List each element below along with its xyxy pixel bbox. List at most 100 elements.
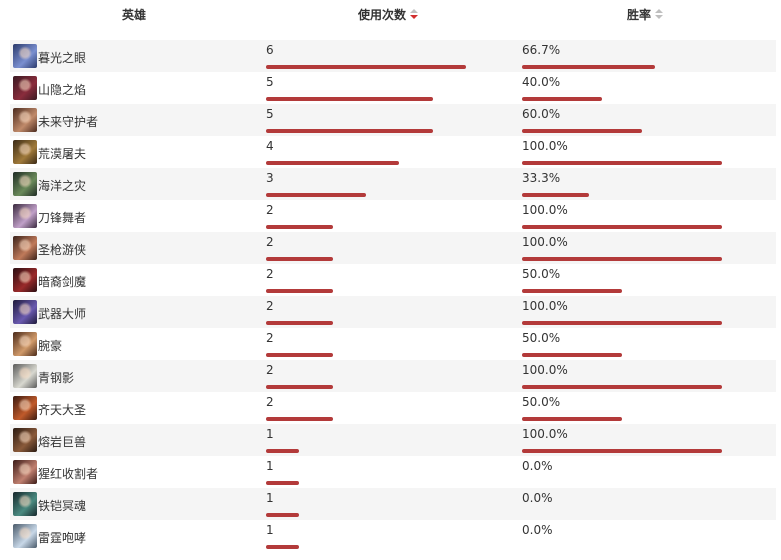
hero-avatar [13,236,37,260]
winrate-bar [522,97,602,101]
winrate-bar-track [522,481,722,485]
winrate-value: 50.0% [522,267,561,281]
uses-bar-track [266,513,466,517]
table-row: 暗裔剑魔 2 50.0% [10,264,776,296]
uses-value: 5 [266,107,274,121]
uses-bar [266,513,299,517]
uses-bar [266,385,333,389]
uses-bar [266,193,366,197]
winrate-bar [522,353,622,357]
hero-avatar [13,460,37,484]
winrate-bar-track [522,289,722,293]
winrate-bar [522,129,642,133]
winrate-bar-track [522,129,722,133]
column-header-winrate-label: 胜率 [627,8,652,22]
hero-avatar [13,492,37,516]
uses-bar-track [266,545,466,549]
column-header-uses[interactable]: 使用次数 [358,6,419,23]
winrate-bar [522,449,722,453]
hero-name: 暮光之眼 [38,51,87,65]
uses-value: 2 [266,363,274,377]
sort-neutral-icon[interactable] [655,9,664,21]
uses-value: 2 [266,235,274,249]
hero-name: 海洋之灾 [38,179,87,193]
uses-bar-track [266,161,466,165]
uses-bar-track [266,385,466,389]
uses-bar [266,257,333,261]
uses-value: 2 [266,267,274,281]
hero-avatar [13,204,37,228]
uses-value: 2 [266,395,274,409]
table-row: 青钢影 2 100.0% [10,360,776,392]
hero-avatar [13,332,37,356]
hero-name: 猩红收割者 [38,467,99,481]
uses-bar-track [266,481,466,485]
table-row: 武器大师 2 100.0% [10,296,776,328]
winrate-bar [522,225,722,229]
hero-name: 圣枪游侠 [38,243,87,257]
uses-value: 3 [266,171,274,185]
uses-bar [266,97,433,101]
uses-value: 5 [266,75,274,89]
winrate-bar-track [522,417,722,421]
column-header-winrate[interactable]: 胜率 [627,6,664,23]
table-row: 圣枪游侠 2 100.0% [10,232,776,264]
uses-value: 2 [266,331,274,345]
table-row: 腕豪 2 50.0% [10,328,776,360]
winrate-value: 100.0% [522,427,568,441]
uses-bar [266,545,299,549]
uses-bar-track [266,65,466,69]
uses-bar-track [266,449,466,453]
uses-bar-track [266,257,466,261]
winrate-bar-track [522,353,722,357]
table-row: 刀锋舞者 2 100.0% [10,200,776,232]
table-row: 猩红收割者 1 0.0% [10,456,776,488]
hero-avatar [13,44,37,68]
hero-name: 刀锋舞者 [38,211,87,225]
table-row: 熔岩巨兽 1 100.0% [10,424,776,456]
hero-avatar [13,396,37,420]
hero-name: 铁铠冥魂 [38,499,87,513]
winrate-bar-track [522,545,722,549]
uses-bar [266,65,466,69]
hero-name: 暗裔剑魔 [38,275,87,289]
winrate-value: 66.7% [522,43,561,57]
uses-bar-track [266,353,466,357]
hero-name: 青钢影 [38,371,75,385]
uses-bar-track [266,129,466,133]
winrate-bar-track [522,65,722,69]
table-row: 雷霆咆哮 1 0.0% [10,520,776,552]
table-row: 齐天大圣 2 50.0% [10,392,776,424]
hero-avatar [13,300,37,324]
winrate-bar [522,161,722,165]
uses-value: 2 [266,203,274,217]
winrate-bar [522,385,722,389]
uses-value: 4 [266,139,274,153]
hero-avatar [13,524,37,548]
uses-bar [266,225,333,229]
winrate-bar-track [522,193,722,197]
winrate-bar [522,321,722,325]
uses-bar [266,289,333,293]
table-header: 英雄 使用次数 胜率 [0,0,781,30]
sort-desc-active-icon[interactable] [410,9,419,21]
uses-bar [266,417,333,421]
hero-name: 熔岩巨兽 [38,435,87,449]
hero-name: 雷霆咆哮 [38,531,87,545]
uses-value: 1 [266,491,274,505]
winrate-bar-track [522,449,722,453]
winrate-value: 100.0% [522,235,568,249]
winrate-bar [522,257,722,261]
hero-avatar [13,428,37,452]
uses-value: 1 [266,427,274,441]
winrate-value: 100.0% [522,203,568,217]
winrate-value: 50.0% [522,395,561,409]
hero-name: 未来守护者 [38,115,99,129]
uses-bar-track [266,225,466,229]
table-row: 荒漠屠夫 4 100.0% [10,136,776,168]
table-row: 未来守护者 5 60.0% [10,104,776,136]
winrate-value: 0.0% [522,523,553,537]
hero-avatar [13,140,37,164]
table-body: 暮光之眼 6 66.7% 山隐之焰 5 40.0% 未来守护者 5 60.0% 荒漠屠夫 4 100.… [10,40,776,552]
